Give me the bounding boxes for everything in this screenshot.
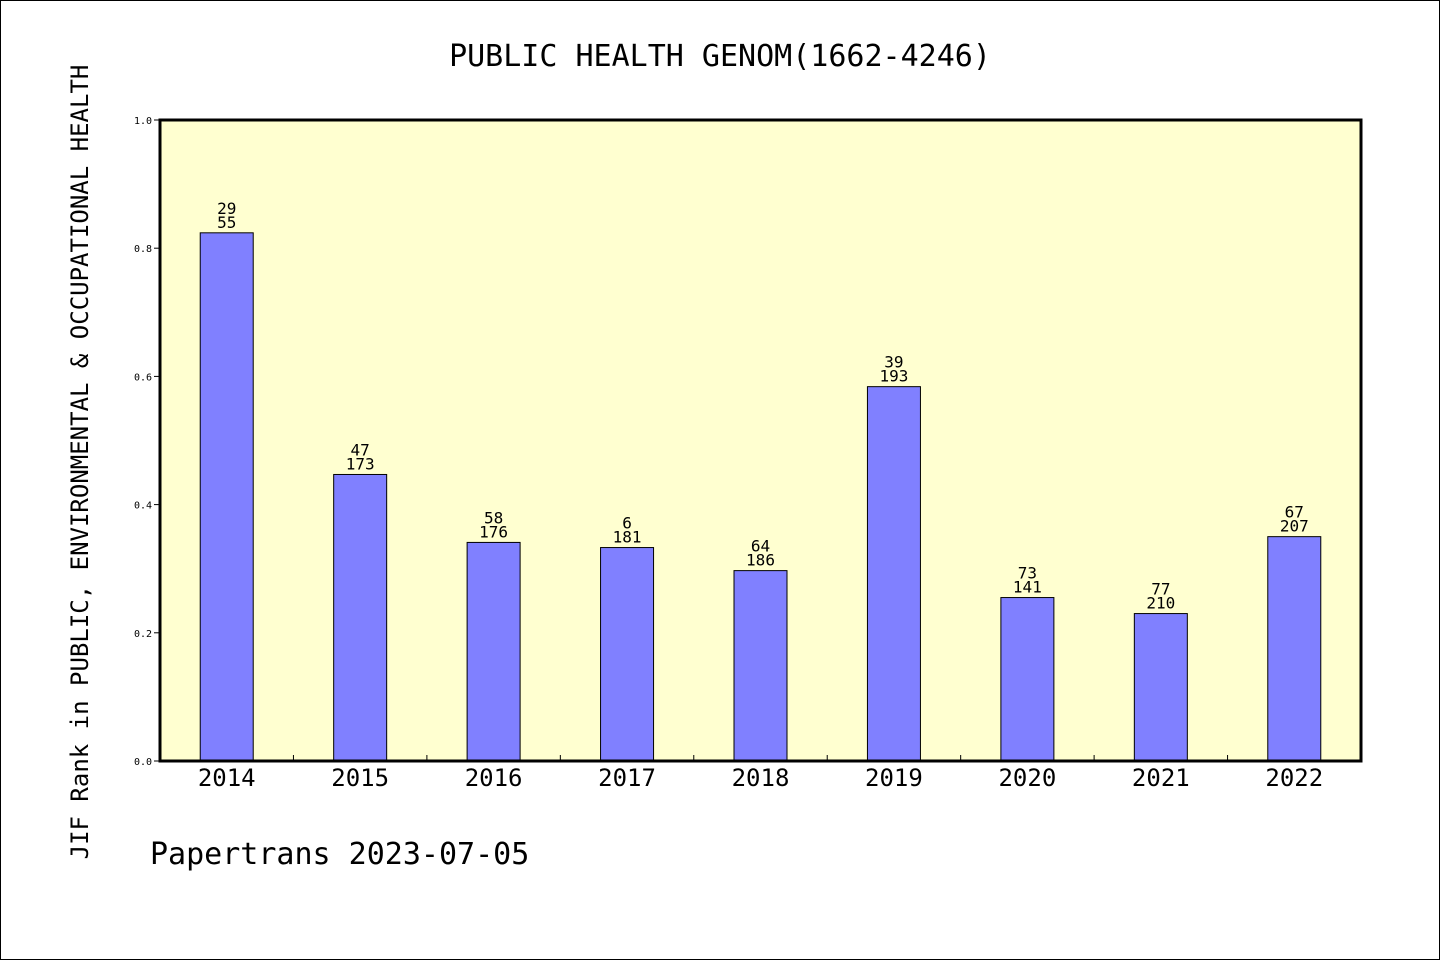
data-label-total: 141 (1013, 578, 1042, 597)
data-label-rank: 64 (751, 537, 770, 556)
data-label-total: 207 (1280, 517, 1309, 536)
data-label-rank: 58 (484, 508, 503, 527)
data-label-rank: 47 (351, 440, 370, 459)
plot-area (158, 118, 1363, 763)
y-tick-label: 0.8 (134, 244, 152, 255)
data-label-total: 181 (613, 528, 642, 547)
bar-2022 (1267, 536, 1322, 762)
data-label-total: 193 (879, 367, 908, 386)
data-label-rank: 6 (622, 514, 632, 533)
x-tick-label: 2021 (1132, 764, 1190, 792)
data-label-total: 176 (479, 522, 508, 541)
y-tick-label: 0.4 (134, 501, 152, 512)
data-label-total: 186 (746, 551, 775, 570)
x-tick-label: 2020 (998, 764, 1056, 792)
x-tick-label: 2017 (598, 764, 656, 792)
data-label-total: 173 (346, 454, 375, 473)
y-axis-ticks: 0.0 0.2 0.4 0.6 0.8 1.0 (134, 116, 160, 768)
bar-2021 (1133, 613, 1188, 762)
x-axis-ticks: 2014 2015 2016 2017 2018 2019 2020 2021 2022 (198, 755, 1323, 792)
bar-2018 (733, 570, 788, 762)
footer-credit: Papertrans 2023-07-05 (150, 837, 529, 872)
data-label-rank: 73 (1018, 564, 1037, 583)
bar-2019 (866, 386, 921, 762)
x-tick-label: 2016 (465, 764, 523, 792)
data-label-rank: 67 (1285, 503, 1304, 522)
x-tick-label: 2019 (865, 764, 923, 792)
bar-2016 (466, 541, 521, 762)
bar-2017 (600, 547, 655, 762)
x-tick-label: 2015 (331, 764, 389, 792)
y-tick-label: 0.6 (134, 372, 152, 383)
data-label-total: 55 (217, 213, 236, 232)
bar-2020 (1000, 597, 1055, 762)
data-label-rank: 39 (884, 353, 903, 372)
data-label-total: 210 (1146, 594, 1175, 613)
chart-title: PUBLIC HEALTH GENOM(1662-4246) (449, 39, 991, 74)
y-axis-label: JIF Rank in PUBLIC, ENVIRONMENTAL & OCCU… (66, 65, 94, 860)
x-tick-label: 2014 (198, 764, 256, 792)
bar-2015 (333, 473, 388, 762)
x-tick-label: 2022 (1265, 764, 1323, 792)
x-tick-label: 2018 (732, 764, 790, 792)
y-tick-label: 1.0 (134, 116, 152, 127)
bar-2014 (199, 232, 254, 762)
data-label-rank: 29 (217, 199, 236, 218)
y-tick-label: 0.2 (134, 629, 152, 640)
data-label-rank: 77 (1151, 580, 1170, 599)
y-tick-label: 0.0 (134, 757, 152, 768)
bars-group (199, 232, 1322, 762)
